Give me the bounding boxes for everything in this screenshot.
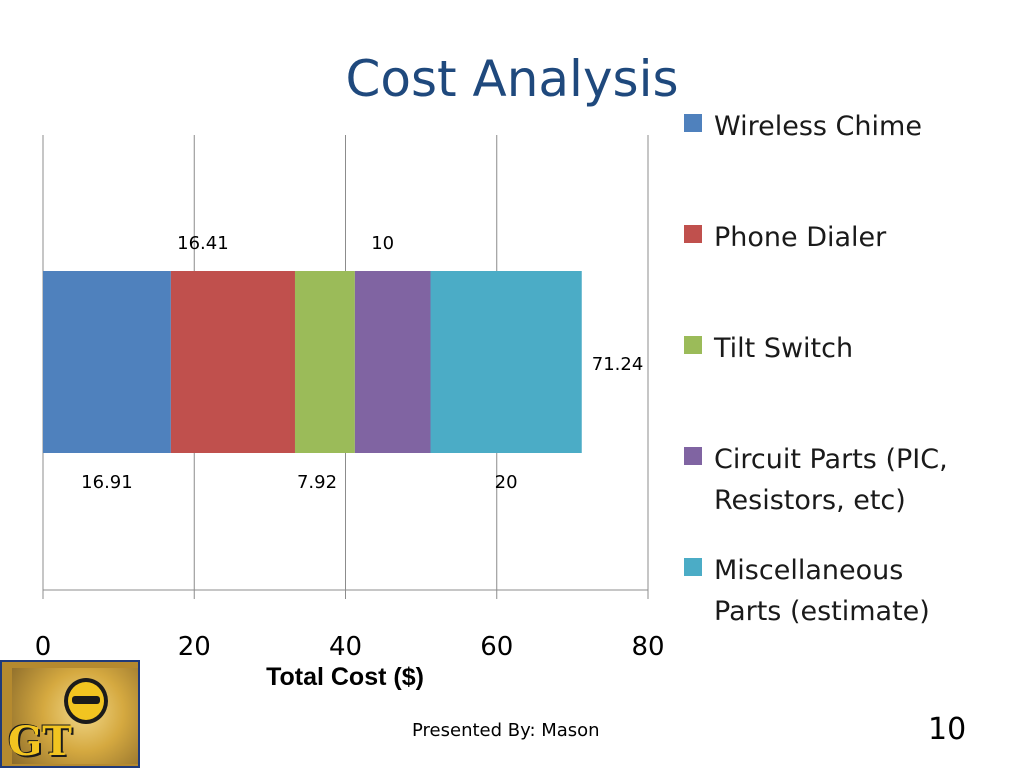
legend-swatch-3 (684, 336, 702, 354)
slide-title: Cost Analysis (345, 50, 679, 108)
x-tick-label-0: 0 (35, 632, 52, 662)
bar-segment-3 (294, 271, 355, 453)
total-label: 71.24 (592, 354, 644, 375)
data-label-2: 16.41 (177, 233, 229, 254)
data-label-5: 20 (495, 472, 518, 493)
legend-label-5: Miscellaneous Parts (estimate) (714, 555, 930, 627)
x-axis: 0 20 40 60 80 (35, 589, 665, 662)
data-label-4: 10 (371, 233, 394, 254)
bar-segment-5 (430, 271, 582, 453)
data-label-3: 7.92 (297, 472, 337, 493)
legend-swatch-4 (684, 447, 702, 465)
legend-swatch-1 (684, 114, 702, 132)
legend-label-4: Circuit Parts (PIC, Resistors, etc) (714, 444, 948, 516)
bar-segment-1 (43, 271, 171, 453)
data-labels: 16.91 16.41 7.92 10 20 71.24 (81, 233, 643, 493)
gt-logo: GT (0, 660, 140, 768)
x-tick-label-60: 60 (480, 632, 513, 662)
bar-segment-4 (354, 271, 431, 453)
presenter-footer: Presented By: Mason (412, 720, 600, 741)
data-label-1: 16.91 (81, 472, 133, 493)
legend-swatch-2 (684, 225, 702, 243)
bar-segments (43, 271, 582, 453)
legend-swatch-5 (684, 558, 702, 576)
yellow-jacket-mascot-icon (64, 678, 108, 724)
legend-label-3: Tilt Switch (714, 333, 854, 364)
page-number: 10 (928, 712, 967, 747)
x-axis-title: Total Cost ($) (266, 663, 424, 691)
x-tick-label-40: 40 (329, 632, 362, 662)
legend-label-1: Wireless Chime (714, 111, 922, 142)
bar-segment-2 (170, 271, 295, 453)
legend-label-2: Phone Dialer (714, 222, 887, 253)
x-tick-label-20: 20 (178, 632, 211, 662)
x-tick-label-80: 80 (631, 632, 664, 662)
gt-logo-text: GT (8, 718, 72, 765)
